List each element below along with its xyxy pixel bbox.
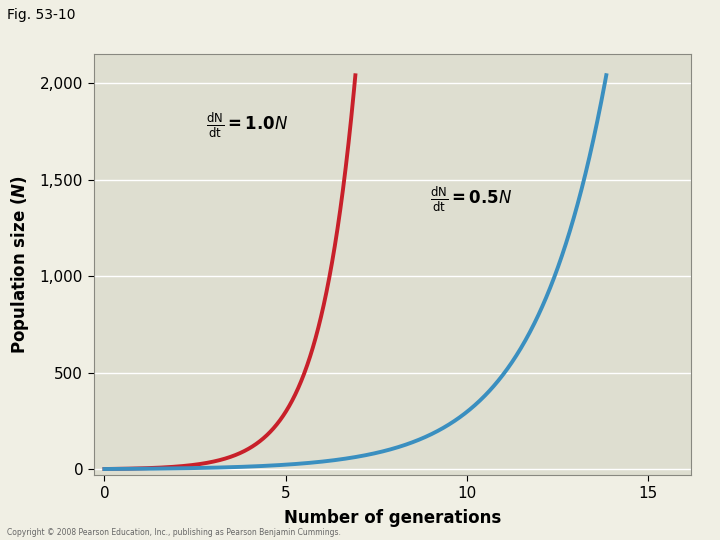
Y-axis label: Population size ($\bfit{N}$): Population size ($\bfit{N}$) (9, 175, 32, 354)
X-axis label: Number of generations: Number of generations (284, 509, 501, 527)
Text: $\mathregular{\frac{dN}{dt}}$$\mathbf{=1.0}$$\mathit{N}$: $\mathregular{\frac{dN}{dt}}$$\mathbf{=1… (206, 111, 288, 140)
Text: Copyright © 2008 Pearson Education, Inc., publishing as Pearson Benjamin Cumming: Copyright © 2008 Pearson Education, Inc.… (7, 528, 341, 537)
Text: $\mathregular{\frac{dN}{dt}}$$\mathbf{=0.5}$$\mathit{N}$: $\mathregular{\frac{dN}{dt}}$$\mathbf{=0… (431, 184, 513, 213)
Text: Fig. 53-10: Fig. 53-10 (7, 8, 76, 22)
